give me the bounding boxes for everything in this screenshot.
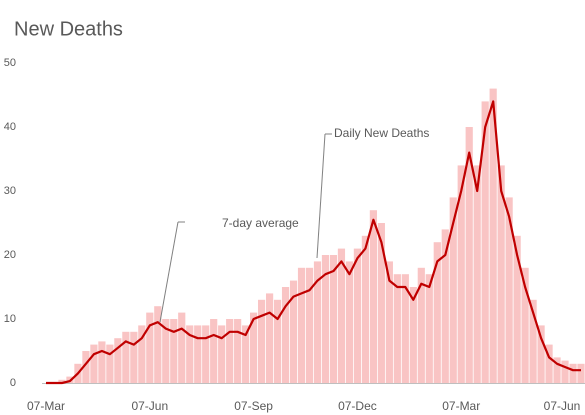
bar <box>537 325 545 383</box>
bar <box>313 261 322 383</box>
bar <box>409 287 417 383</box>
bar <box>417 267 425 383</box>
bar <box>449 197 457 383</box>
bar <box>569 363 577 383</box>
bar <box>505 197 513 383</box>
bar <box>242 325 250 383</box>
bar <box>234 319 242 383</box>
bar <box>497 165 505 383</box>
bar <box>146 312 154 383</box>
bar <box>258 299 266 383</box>
bar <box>210 319 218 383</box>
bar <box>321 255 330 383</box>
bar <box>90 344 98 383</box>
bar <box>226 319 234 383</box>
bar <box>297 267 306 383</box>
leader-line <box>159 221 179 323</box>
bar <box>162 319 170 383</box>
bar <box>481 101 489 384</box>
bar <box>130 331 138 383</box>
bar <box>377 223 385 383</box>
bar <box>218 325 226 383</box>
bar <box>545 344 553 383</box>
bar <box>122 331 130 383</box>
bar <box>369 210 377 383</box>
bar <box>521 267 529 383</box>
bar <box>194 325 202 383</box>
bar <box>561 360 569 383</box>
bar <box>337 248 346 383</box>
bar <box>178 312 186 383</box>
bar <box>401 274 409 383</box>
x-tick-label: 07-Mar <box>27 399 65 413</box>
bar <box>329 255 338 383</box>
bar <box>385 261 393 383</box>
x-tick-label: 07-Sep <box>234 399 273 413</box>
y-tick-label: 0 <box>10 377 16 389</box>
bar <box>106 344 114 383</box>
bar <box>265 293 274 383</box>
x-tick-label: 07-Mar <box>442 399 480 413</box>
bar <box>186 325 194 383</box>
bar <box>473 165 481 383</box>
chart-title: New Deaths <box>14 18 123 40</box>
x-tick-label: 07-Jun <box>544 399 581 413</box>
y-tick-label: 10 <box>4 313 16 325</box>
x-tick-label: 07-Jun <box>131 399 168 413</box>
bar <box>465 127 473 383</box>
bar <box>305 267 314 383</box>
bar <box>98 341 106 383</box>
x-tick-label: 07-Dec <box>338 399 377 413</box>
bar <box>281 287 290 383</box>
bar <box>513 235 521 383</box>
bar <box>425 274 433 383</box>
bar <box>529 299 537 383</box>
bar <box>489 88 497 383</box>
annotation: 7-day average <box>222 216 299 230</box>
y-tick-label: 20 <box>4 249 16 261</box>
bar <box>82 351 90 383</box>
bar <box>353 248 362 383</box>
bar <box>577 363 585 383</box>
bar <box>553 357 561 383</box>
bar <box>393 274 401 383</box>
bar <box>250 312 258 383</box>
bar <box>202 325 210 383</box>
bar <box>345 261 354 383</box>
bar <box>289 280 298 383</box>
bar <box>114 338 122 383</box>
bar <box>441 229 449 383</box>
bar <box>170 319 178 383</box>
bar <box>361 235 369 383</box>
bar <box>138 325 146 383</box>
line <box>46 100 581 385</box>
bar <box>457 165 465 383</box>
annotation: Daily New Deaths <box>334 126 429 140</box>
y-tick-label: 30 <box>4 185 16 197</box>
y-tick-label: 50 <box>4 57 16 69</box>
leader-line <box>316 133 326 259</box>
y-tick-label: 40 <box>4 121 16 133</box>
bar <box>154 306 162 383</box>
bar <box>58 379 66 383</box>
bar <box>433 242 441 383</box>
bar <box>273 299 282 383</box>
